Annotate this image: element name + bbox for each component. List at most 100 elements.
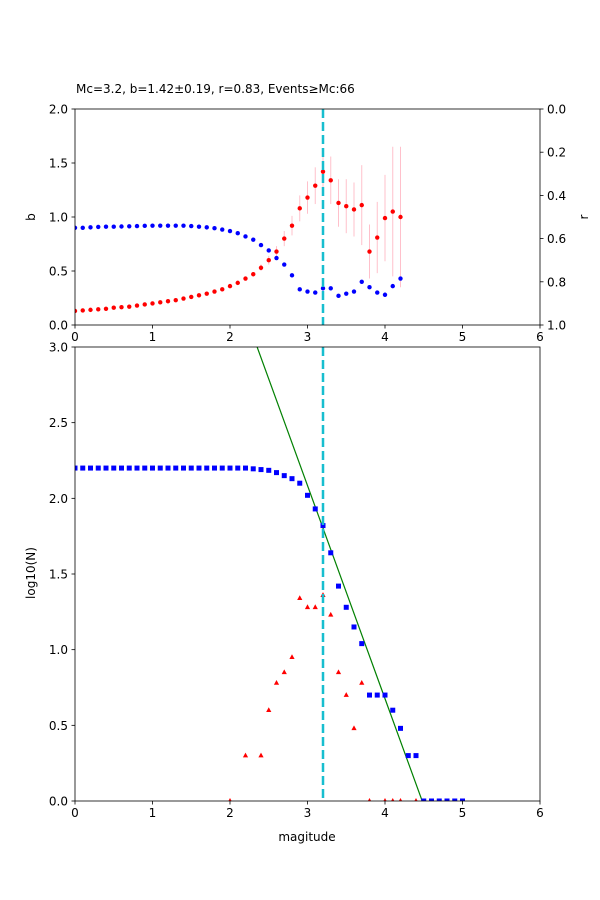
data-point-triangle xyxy=(281,669,287,675)
right-y-tick-label: 0.4 xyxy=(547,189,566,203)
right-y-tick-label: 0.6 xyxy=(547,232,566,246)
x-tick-label: 4 xyxy=(381,330,389,344)
x-tick-label: 3 xyxy=(304,330,312,344)
x-tick-label: 4 xyxy=(381,806,389,820)
data-point-square xyxy=(219,465,225,471)
data-point xyxy=(111,224,116,229)
data-point-square xyxy=(351,624,357,630)
data-point xyxy=(189,223,194,229)
y-tick-label: 1.5 xyxy=(49,568,68,582)
y-tick-label: 1.5 xyxy=(49,157,68,171)
data-point xyxy=(382,215,388,221)
data-point xyxy=(258,242,264,248)
data-point-square xyxy=(258,467,264,473)
data-point xyxy=(111,305,116,310)
data-point xyxy=(336,200,341,206)
data-point-triangle xyxy=(335,669,342,675)
data-point-square xyxy=(188,465,194,471)
data-point xyxy=(243,276,248,281)
data-point-square xyxy=(119,465,124,471)
plot-frame xyxy=(74,108,541,326)
data-point-triangle xyxy=(242,752,249,758)
data-point xyxy=(150,301,155,306)
y-tick-label: 0.0 xyxy=(49,795,68,809)
data-point-square xyxy=(134,465,140,471)
data-point-triangle xyxy=(351,725,357,731)
top-plot-area: 0 1 2 3 4 5 6 0.0 0.5 1.0 1.5 2.0 0.0 0.2 0.4 0.6 0.8 1.0 xyxy=(49,103,566,345)
y-tick-label: 0.5 xyxy=(49,265,68,279)
data-point xyxy=(173,297,178,303)
data-point xyxy=(375,290,380,295)
data-point-triangle xyxy=(383,798,387,801)
data-point xyxy=(158,223,163,228)
data-point xyxy=(142,223,147,229)
x-tick-label: 0 xyxy=(71,806,79,820)
data-point xyxy=(320,169,326,174)
data-point-triangle xyxy=(359,679,365,685)
y-tick-label: 0.0 xyxy=(49,319,68,333)
data-point xyxy=(344,204,349,209)
bottom-x-axis-label: magitude xyxy=(278,830,335,844)
data-point xyxy=(88,225,93,230)
data-point-square xyxy=(367,692,372,698)
data-point-square xyxy=(126,465,132,471)
data-point xyxy=(220,227,225,232)
data-point xyxy=(196,224,202,229)
data-point-square xyxy=(289,476,295,482)
data-point xyxy=(313,290,318,295)
data-point-square xyxy=(452,798,458,801)
data-point-square xyxy=(80,465,86,471)
data-point-square xyxy=(111,465,117,471)
data-point-triangle xyxy=(398,798,403,801)
top-panel: 0 1 2 3 4 5 6 0.0 0.5 1.0 1.5 2.0 0.0 0.2 0.4 0.6 0.8 1.0… xyxy=(24,103,591,345)
data-point-square xyxy=(460,798,465,801)
data-point-square xyxy=(212,465,217,471)
data-point-square xyxy=(405,753,411,759)
data-point xyxy=(382,292,388,297)
data-point-square xyxy=(150,465,155,471)
data-point-square xyxy=(75,465,78,471)
top-right-axis-label: r xyxy=(577,214,591,219)
data-point xyxy=(282,262,287,267)
data-point-square xyxy=(281,473,287,479)
plot-content xyxy=(75,347,465,801)
data-point xyxy=(220,287,225,292)
data-point-triangle xyxy=(312,604,318,610)
bottom-y-axis-label: log10(N) xyxy=(24,547,38,599)
right-y-tick-label: 0.2 xyxy=(547,146,566,160)
data-point-square xyxy=(103,465,109,471)
data-point-triangle xyxy=(328,611,334,617)
data-point xyxy=(134,303,140,308)
data-point xyxy=(204,291,209,296)
x-tick-label: 2 xyxy=(226,330,234,344)
data-point-triangle xyxy=(304,604,311,610)
data-point xyxy=(251,237,256,242)
data-point-square xyxy=(274,470,279,476)
data-point xyxy=(204,225,209,230)
data-point-square xyxy=(227,465,233,471)
data-point xyxy=(127,224,132,229)
x-tick-label: 6 xyxy=(536,330,544,344)
data-point xyxy=(165,299,171,304)
data-point-square xyxy=(374,692,380,698)
data-point-square xyxy=(196,465,202,471)
data-point-square xyxy=(157,465,163,471)
data-point xyxy=(212,289,217,294)
data-point xyxy=(398,214,403,220)
data-point-square xyxy=(444,798,450,801)
data-point-square xyxy=(343,604,349,610)
data-point-triangle xyxy=(289,654,295,660)
data-point xyxy=(367,249,372,254)
plot-content xyxy=(75,146,403,314)
data-point-square xyxy=(173,465,179,471)
data-point xyxy=(150,223,155,228)
data-point xyxy=(119,224,124,229)
data-point xyxy=(173,223,178,228)
data-point xyxy=(328,178,333,183)
data-point xyxy=(103,306,109,311)
data-point xyxy=(103,224,109,229)
data-point xyxy=(274,255,279,261)
data-point xyxy=(297,206,302,211)
right-y-tick-label: 1.0 xyxy=(547,319,566,333)
